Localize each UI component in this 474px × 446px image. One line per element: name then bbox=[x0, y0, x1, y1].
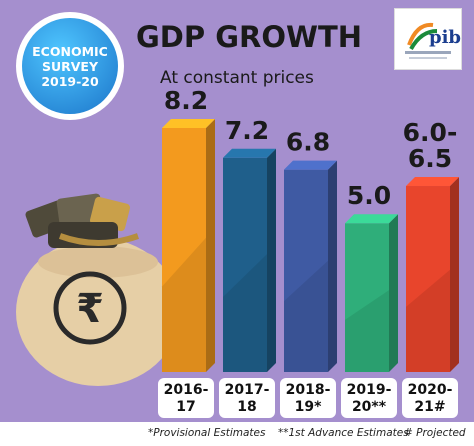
bar-value-line: 6.0- bbox=[403, 118, 458, 147]
bar-shadow bbox=[406, 269, 450, 372]
bar-value-label: 6.0-6.5 bbox=[403, 118, 458, 173]
bar-value-line: 6.5 bbox=[408, 144, 452, 173]
badge-line-3: 2019-20 bbox=[41, 73, 99, 89]
category-label-line: 20** bbox=[352, 399, 387, 415]
category-label-line: 19* bbox=[295, 399, 322, 415]
category-label-line: 2020- bbox=[408, 382, 453, 398]
bar-value-line: 8.2 bbox=[164, 86, 208, 115]
money-bag-illustration: ₹ bbox=[16, 193, 180, 386]
bar-side bbox=[328, 160, 337, 372]
category-label-line: 2017- bbox=[225, 382, 270, 398]
footnote-advance: **1st Advance Estimates bbox=[278, 427, 409, 439]
category-label-box bbox=[280, 378, 336, 418]
bar-shadow bbox=[223, 254, 267, 372]
economic-survey-badge: ECONOMIC SURVEY 2019-20 bbox=[16, 12, 124, 120]
category-label-line: 17 bbox=[176, 399, 195, 415]
bar-value-line: 6.8 bbox=[286, 128, 330, 157]
bar-2019-20** bbox=[345, 214, 398, 372]
bar-value-line: 7.2 bbox=[225, 116, 269, 145]
bar-shadow bbox=[345, 290, 389, 372]
badge-text: ECONOMIC SURVEY 2019-20 bbox=[22, 18, 118, 114]
category-label: 2020-21# bbox=[408, 382, 453, 415]
category-label-box bbox=[402, 378, 458, 418]
bar-top bbox=[162, 119, 215, 128]
bar-top bbox=[345, 214, 398, 224]
bar-top bbox=[406, 177, 459, 187]
bar-shadow bbox=[162, 237, 206, 372]
bar-side bbox=[450, 177, 459, 372]
category-label-box bbox=[341, 378, 397, 418]
chart-subtitle: At constant prices bbox=[160, 68, 314, 88]
category-label-line: 2018- bbox=[286, 382, 331, 398]
badge-line-1: ECONOMIC bbox=[32, 43, 108, 59]
footnotes-bar: *Provisional Estimates **1st Advance Est… bbox=[0, 422, 474, 446]
category-label: 2019-20** bbox=[347, 382, 392, 415]
bar-value-label: 8.2 bbox=[164, 86, 208, 115]
pib-logo: pib bbox=[394, 8, 462, 70]
category-label-box bbox=[158, 378, 214, 418]
bar-side bbox=[267, 148, 276, 372]
chart-title: GDP GROWTH bbox=[136, 20, 363, 54]
svg-text:₹: ₹ bbox=[76, 286, 104, 332]
bar-value-line: 5.0 bbox=[347, 181, 391, 210]
footnote-provisional: *Provisional Estimates bbox=[148, 427, 266, 439]
bar-shadow bbox=[284, 260, 328, 372]
footnote-projected: # Projected bbox=[404, 427, 466, 439]
bar-2016-17 bbox=[162, 119, 215, 372]
category-label: 2016-17 bbox=[164, 382, 209, 415]
category-label: 2017-18 bbox=[225, 382, 270, 415]
bar-value-label: 6.8 bbox=[286, 128, 330, 157]
bar-top bbox=[284, 160, 337, 170]
category-label-line: 2019- bbox=[347, 382, 392, 398]
category-label-line: 18 bbox=[237, 399, 256, 415]
bar-value-label: 7.2 bbox=[225, 116, 269, 145]
category-label: 2018-19* bbox=[286, 382, 331, 415]
bar-value-label: 5.0 bbox=[347, 181, 391, 210]
bar-2018-19* bbox=[284, 160, 337, 372]
bar-2017-18 bbox=[223, 148, 276, 372]
bar-side bbox=[206, 119, 215, 372]
category-label-line: 21# bbox=[414, 399, 445, 415]
bar-2020-21# bbox=[406, 177, 459, 372]
pib-logo-mark: pib bbox=[405, 22, 461, 59]
badge-line-2: SURVEY bbox=[41, 58, 99, 74]
bar-side bbox=[389, 214, 398, 372]
pib-logo-text: pib bbox=[429, 27, 461, 48]
bar-top bbox=[223, 148, 276, 158]
category-label-line: 2016- bbox=[164, 382, 209, 398]
category-label-box bbox=[219, 378, 275, 418]
